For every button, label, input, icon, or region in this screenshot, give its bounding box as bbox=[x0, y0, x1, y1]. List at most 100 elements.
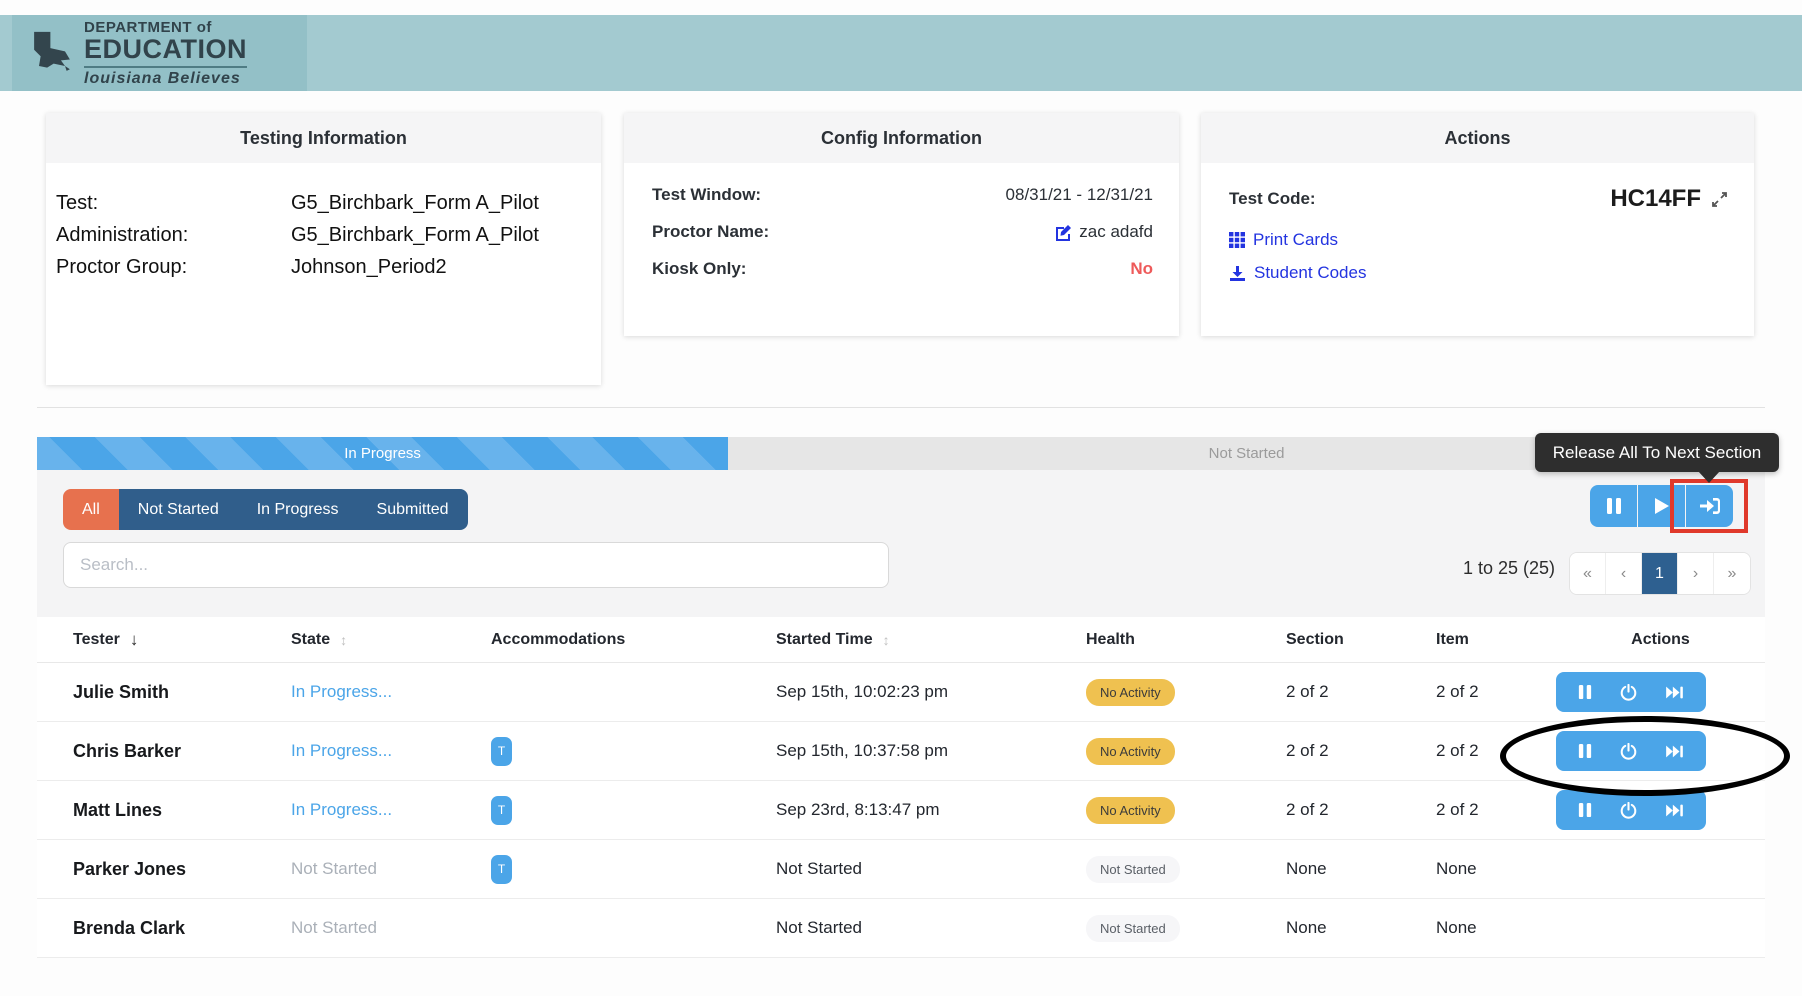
test-window-label: Test Window: bbox=[652, 185, 761, 205]
section-progress: None bbox=[1286, 918, 1436, 938]
skip-tester-button[interactable] bbox=[1665, 744, 1684, 759]
section-progress: 2 of 2 bbox=[1286, 800, 1436, 820]
power-tester-button[interactable] bbox=[1620, 743, 1637, 760]
row-actions-group bbox=[1556, 672, 1706, 712]
skip-forward-icon bbox=[1665, 744, 1684, 759]
row-actions-group bbox=[1556, 790, 1706, 830]
progress-notstarted-label: Not Started bbox=[1209, 445, 1285, 462]
test-window-value: 08/31/21 - 12/31/21 bbox=[1006, 185, 1153, 205]
progress-inprogress: In Progress bbox=[37, 437, 728, 470]
skip-forward-icon bbox=[1665, 685, 1684, 700]
tester-name: Brenda Clark bbox=[73, 918, 291, 939]
prev-page-button[interactable]: ‹ bbox=[1606, 553, 1642, 594]
column-header-state[interactable]: State ↕ bbox=[291, 631, 491, 649]
next-page-button[interactable]: › bbox=[1678, 553, 1714, 594]
skip-forward-icon bbox=[1665, 803, 1684, 818]
filter-submitted-button[interactable]: Submitted bbox=[358, 489, 468, 530]
state-link[interactable]: In Progress... bbox=[291, 800, 491, 820]
proctor-group-row: Proctor Group: Johnson_Period2 bbox=[56, 251, 591, 283]
started-time: Sep 23rd, 8:13:47 pm bbox=[776, 800, 1086, 820]
accommodation-badge: T bbox=[491, 796, 512, 825]
state-link[interactable]: In Progress... bbox=[291, 741, 491, 761]
column-header-item[interactable]: Item bbox=[1436, 631, 1556, 649]
tester-name: Parker Jones bbox=[73, 859, 291, 880]
test-code-value: HC14FF bbox=[1610, 185, 1701, 213]
table-row: Brenda Clark Not Started Not Started Not… bbox=[37, 899, 1765, 958]
proctor-name-value: zac adafd bbox=[1079, 222, 1153, 242]
first-page-button[interactable]: « bbox=[1570, 553, 1606, 594]
release-all-button[interactable] bbox=[1686, 485, 1733, 527]
accommodation-badge: T bbox=[491, 737, 512, 766]
pause-tester-button[interactable] bbox=[1578, 743, 1592, 759]
download-icon bbox=[1229, 265, 1246, 282]
logo-divider bbox=[84, 66, 247, 68]
skip-tester-button[interactable] bbox=[1665, 803, 1684, 818]
test-window-row: Test Window: 08/31/21 - 12/31/21 bbox=[652, 185, 1153, 205]
page-1-button[interactable]: 1 bbox=[1642, 553, 1678, 594]
student-codes-link[interactable]: Student Codes bbox=[1229, 263, 1728, 283]
print-cards-link[interactable]: Print Cards bbox=[1229, 230, 1728, 250]
kiosk-only-label: Kiosk Only: bbox=[652, 259, 746, 279]
pagination-controls: « ‹ 1 › » bbox=[1569, 552, 1751, 595]
actions-title: Actions bbox=[1201, 113, 1754, 163]
table-row: Chris Barker In Progress... T Sep 15th, … bbox=[37, 722, 1765, 781]
kiosk-only-row: Kiosk Only: No bbox=[652, 259, 1153, 279]
power-tester-button[interactable] bbox=[1620, 802, 1637, 819]
item-progress: 2 of 2 bbox=[1436, 682, 1556, 702]
health-badge: No Activity bbox=[1086, 679, 1175, 706]
started-time: Sep 15th, 10:02:23 pm bbox=[776, 682, 1086, 702]
started-time: Not Started bbox=[776, 859, 1086, 879]
health-badge: No Activity bbox=[1086, 797, 1175, 824]
pause-tester-button[interactable] bbox=[1578, 802, 1592, 818]
filter-all-button[interactable]: All bbox=[63, 489, 119, 530]
administration-value: G5_Birchbark_Form A_Pilot bbox=[291, 219, 539, 251]
doe-logo: DEPARTMENT of EDUCATION louisiana Believ… bbox=[12, 15, 307, 91]
column-header-health[interactable]: Health bbox=[1086, 631, 1286, 649]
column-header-tester[interactable]: Tester ↓ bbox=[73, 630, 291, 650]
health-badge: Not Started bbox=[1086, 915, 1180, 942]
pause-all-button[interactable] bbox=[1590, 485, 1637, 527]
test-code-label: Test Code: bbox=[1229, 189, 1316, 209]
power-tester-button[interactable] bbox=[1620, 684, 1637, 701]
item-progress: 2 of 2 bbox=[1436, 800, 1556, 820]
grid-icon bbox=[1229, 232, 1245, 248]
test-value: G5_Birchbark_Form A_Pilot bbox=[291, 187, 539, 219]
testing-information-title: Testing Information bbox=[46, 113, 601, 163]
search-input[interactable] bbox=[63, 542, 889, 588]
started-time: Not Started bbox=[776, 918, 1086, 938]
state-link[interactable]: In Progress... bbox=[291, 682, 491, 702]
filter-not-started-button[interactable]: Not Started bbox=[119, 489, 238, 530]
row-actions-group bbox=[1556, 731, 1706, 771]
play-icon bbox=[1653, 497, 1670, 515]
item-progress: 2 of 2 bbox=[1436, 741, 1556, 761]
skip-tester-button[interactable] bbox=[1665, 685, 1684, 700]
pause-icon bbox=[1578, 743, 1592, 759]
edit-icon[interactable] bbox=[1054, 223, 1072, 241]
sort-icon[interactable]: ↕ bbox=[883, 632, 890, 648]
sort-desc-icon[interactable]: ↓ bbox=[130, 630, 139, 650]
item-progress: None bbox=[1436, 859, 1556, 879]
column-header-accommodations[interactable]: Accommodations bbox=[491, 631, 776, 649]
config-information-title: Config Information bbox=[624, 113, 1179, 163]
logo-line2: EDUCATION bbox=[84, 36, 247, 63]
release-arrow-icon bbox=[1699, 497, 1721, 515]
power-icon bbox=[1620, 743, 1637, 760]
column-header-section[interactable]: Section bbox=[1286, 631, 1436, 649]
column-header-started-time[interactable]: Started Time ↕ bbox=[776, 631, 1086, 649]
administration-row: Administration: G5_Birchbark_Form A_Pilo… bbox=[56, 219, 591, 251]
last-page-button[interactable]: » bbox=[1714, 553, 1750, 594]
power-icon bbox=[1620, 684, 1637, 701]
proctor-dashboard: DEPARTMENT of EDUCATION louisiana Believ… bbox=[0, 0, 1802, 996]
pause-tester-button[interactable] bbox=[1578, 684, 1592, 700]
config-information-card: Config Information Test Window: 08/31/21… bbox=[624, 113, 1179, 336]
sort-icon[interactable]: ↕ bbox=[340, 632, 347, 648]
testing-information-card: Testing Information Test: G5_Birchbark_F… bbox=[46, 113, 601, 385]
filter-in-progress-button[interactable]: In Progress bbox=[238, 489, 358, 530]
pause-icon bbox=[1606, 497, 1622, 515]
column-header-actions: Actions bbox=[1556, 631, 1765, 649]
expand-icon[interactable] bbox=[1711, 191, 1728, 208]
kiosk-only-value: No bbox=[1130, 259, 1153, 279]
resume-all-button[interactable] bbox=[1638, 485, 1685, 527]
proctor-group-label: Proctor Group: bbox=[56, 251, 291, 283]
student-codes-label: Student Codes bbox=[1254, 263, 1366, 283]
